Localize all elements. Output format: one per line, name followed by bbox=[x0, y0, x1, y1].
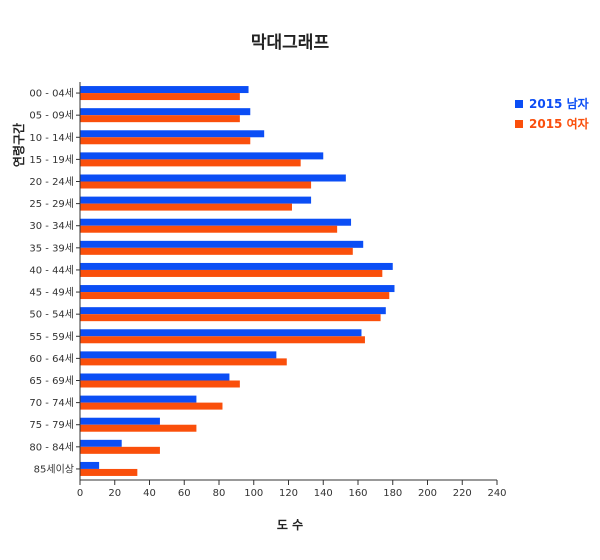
legend-label: 2015 여자 bbox=[529, 116, 589, 131]
y-tick-label: 30 - 34세 bbox=[29, 220, 74, 232]
x-tick-label: 120 bbox=[279, 488, 298, 499]
bar-male bbox=[80, 86, 249, 94]
bar-female bbox=[80, 93, 240, 101]
bar-male bbox=[80, 461, 100, 469]
x-tick-label: 80 bbox=[213, 488, 226, 499]
y-tick-label: 60 - 64세 bbox=[29, 353, 74, 365]
bar-female bbox=[80, 225, 338, 233]
chart-title: 막대그래프 bbox=[251, 33, 330, 53]
y-tick-label: 65 - 69세 bbox=[29, 375, 74, 387]
bar-female bbox=[80, 446, 160, 454]
bar-female bbox=[80, 115, 240, 123]
bar-male bbox=[80, 329, 362, 337]
bar-female bbox=[80, 247, 353, 255]
y-tick-label: 40 - 44세 bbox=[29, 264, 74, 276]
bar-female bbox=[80, 380, 240, 388]
bar-male bbox=[80, 196, 312, 204]
legend-label: 2015 남자 bbox=[529, 96, 589, 111]
y-tick-label: 05 - 09세 bbox=[29, 110, 74, 122]
x-tick-label: 240 bbox=[487, 488, 506, 499]
bar-male bbox=[80, 351, 277, 359]
bar-male bbox=[80, 152, 324, 160]
bar-female bbox=[80, 336, 365, 344]
x-tick-label: 180 bbox=[383, 488, 402, 499]
y-tick-label: 80 - 84세 bbox=[29, 441, 74, 453]
y-tick-label: 20 - 24세 bbox=[29, 176, 74, 188]
bar-female bbox=[80, 181, 312, 189]
x-tick-label: 0 bbox=[77, 488, 83, 499]
y-tick-label: 85세이상 bbox=[34, 463, 74, 475]
x-tick-label: 200 bbox=[418, 488, 437, 499]
bar-female bbox=[80, 269, 383, 277]
bar-female bbox=[80, 424, 197, 432]
x-tick-label: 160 bbox=[348, 488, 367, 499]
bar-male bbox=[80, 218, 352, 226]
bar-female bbox=[80, 358, 287, 366]
bar-female bbox=[80, 159, 301, 167]
bar-male bbox=[80, 307, 386, 315]
legend: 2015 남자 2015 여자 bbox=[515, 96, 589, 131]
bar-female bbox=[80, 468, 138, 476]
x-tick-label: 60 bbox=[178, 488, 191, 499]
y-tick-label: 55 - 59세 bbox=[29, 331, 74, 343]
y-tick-label: 10 - 14세 bbox=[29, 132, 74, 144]
x-tick-label: 40 bbox=[143, 488, 156, 499]
bar-male bbox=[80, 174, 346, 182]
bar-female bbox=[80, 137, 251, 145]
legend-swatch bbox=[515, 100, 523, 108]
bar-female bbox=[80, 203, 292, 211]
x-tick-label: 220 bbox=[453, 488, 472, 499]
y-tick-label: 15 - 19세 bbox=[29, 154, 74, 166]
x-tick-label: 20 bbox=[108, 488, 121, 499]
bar-male bbox=[80, 439, 122, 447]
y-tick-label: 25 - 29세 bbox=[29, 198, 74, 210]
bar-male bbox=[80, 417, 160, 425]
bar-female bbox=[80, 292, 390, 300]
bar-female bbox=[80, 314, 381, 322]
plot-area: 00 - 04세 05 - 09세 10 - 14세 15 - 19세 20 - 24세… bbox=[29, 82, 507, 499]
y-tick-label: 50 - 54세 bbox=[29, 309, 74, 321]
x-axis-title: 도 수 bbox=[277, 518, 303, 532]
bar-male bbox=[80, 108, 251, 116]
legend-swatch bbox=[515, 120, 523, 128]
y-tick-label: 75 - 79세 bbox=[29, 419, 74, 431]
bar-male bbox=[80, 395, 197, 403]
bar-male bbox=[80, 130, 265, 138]
bar-male bbox=[80, 262, 393, 270]
bar-male bbox=[80, 240, 364, 248]
bar-male bbox=[80, 373, 230, 381]
y-tick-label: 45 - 49세 bbox=[29, 287, 74, 299]
bar-female bbox=[80, 402, 223, 410]
bar-male bbox=[80, 285, 395, 293]
y-axis-title: 연령구간 bbox=[11, 123, 26, 167]
x-tick-label: 100 bbox=[244, 488, 263, 499]
y-tick-label: 35 - 39세 bbox=[29, 242, 74, 254]
x-tick-label: 140 bbox=[314, 488, 333, 499]
y-tick-label: 00 - 04세 bbox=[29, 88, 74, 100]
y-tick-label: 70 - 74세 bbox=[29, 397, 74, 409]
